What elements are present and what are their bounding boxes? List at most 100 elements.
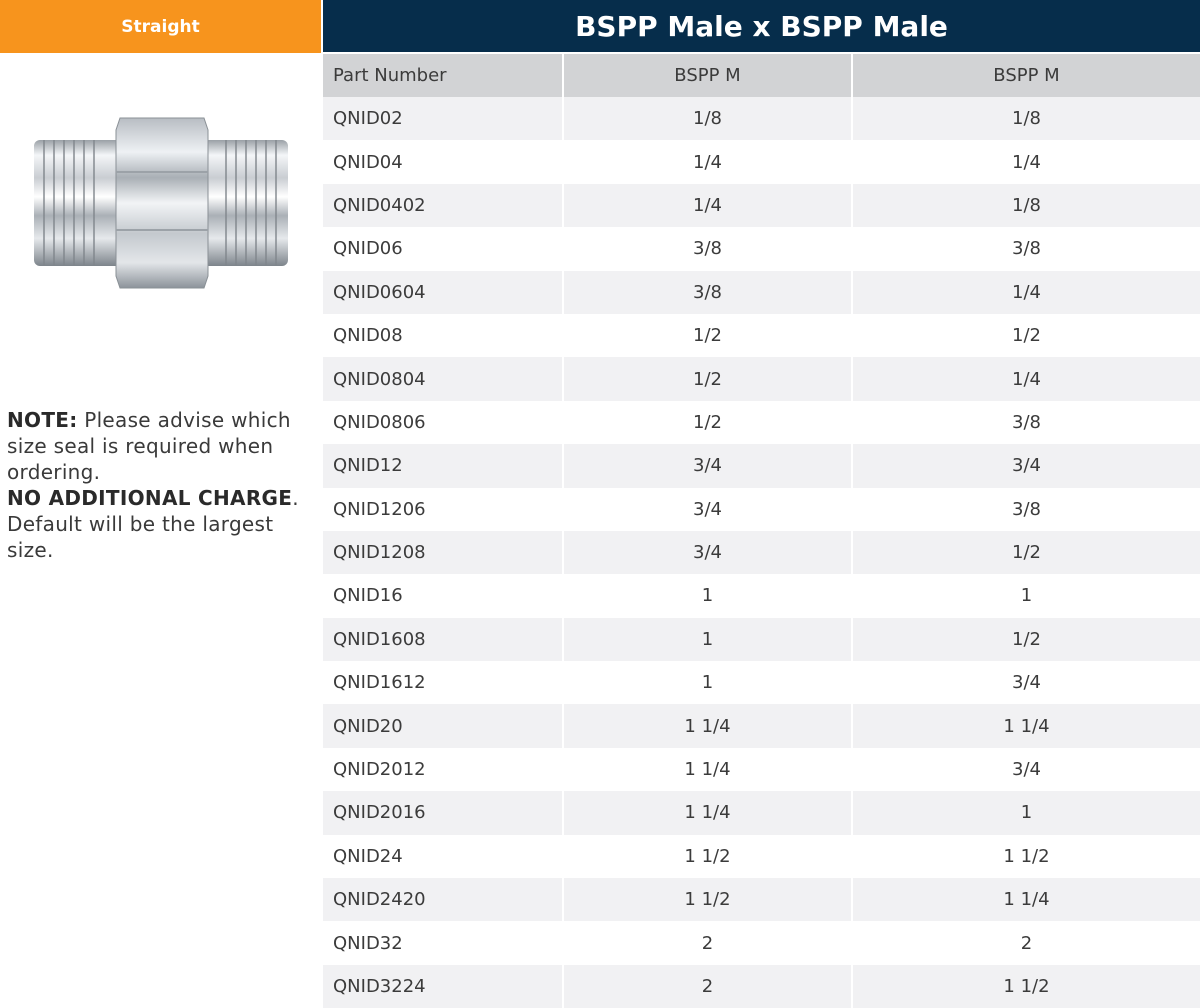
- part-number-cell: QNID2012: [323, 747, 563, 792]
- category-tag: Straight: [0, 0, 321, 53]
- bspp-m-size-cell: 1 1/4: [562, 747, 852, 792]
- header-part-number: Part Number: [323, 54, 563, 97]
- table-row: QNID06 3/8 3/8: [323, 227, 1200, 271]
- table-row: QNID32 2 2: [323, 921, 1200, 965]
- table-row: QNID0402 1/4 1/8: [323, 183, 1200, 228]
- bspp-m-size-cell: 1/2: [562, 400, 852, 445]
- default-text: Default will be the largest size.: [7, 512, 274, 562]
- table-title: BSPP Male x BSPP Male: [323, 0, 1200, 54]
- bspp-m-size-cell: 3/4: [562, 530, 852, 575]
- bspp-m-size-cell: 1 1/2: [562, 834, 852, 879]
- part-number-cell: QNID12: [323, 444, 563, 488]
- bspp-m-size-cell: 1: [562, 574, 852, 618]
- table-row: QNID08 1/2 1/2: [323, 313, 1200, 358]
- part-number-cell: QNID0604: [323, 270, 563, 314]
- bspp-m-size-cell: 3/8: [562, 227, 852, 271]
- part-number-cell: QNID1208: [323, 530, 563, 575]
- part-number-cell: QNID1206: [323, 487, 563, 531]
- bspp-m-size-cell: 1/8: [851, 97, 1200, 141]
- table-row: QNID1208 3/4 1/2: [323, 530, 1200, 575]
- part-number-cell: QNID16: [323, 574, 563, 618]
- charge-suffix: .: [292, 486, 299, 510]
- bspp-m-size-cell: 1/2: [851, 530, 1200, 575]
- table-row: QNID2012 1 1/4 3/4: [323, 747, 1200, 792]
- bspp-m-size-cell: 1: [851, 574, 1200, 618]
- bspp-m-size-cell: 3/4: [851, 444, 1200, 488]
- table-row: QNID2420 1 1/2 1 1/4: [323, 878, 1200, 922]
- bspp-m-size-cell: 1/4: [851, 357, 1200, 401]
- part-number-cell: QNID1612: [323, 661, 563, 705]
- bspp-m-size-cell: 2: [562, 964, 852, 1008]
- part-number-cell: QNID2016: [323, 791, 563, 835]
- bspp-m-size-cell: 3/4: [562, 487, 852, 531]
- header-bspp-m-1: BSPP M: [562, 54, 852, 97]
- table-header-row: Part Number BSPP M BSPP M: [323, 54, 1200, 97]
- part-number-cell: QNID08: [323, 313, 563, 358]
- table-row: QNID12 3/4 3/4: [323, 444, 1200, 488]
- bspp-m-size-cell: 3/8: [562, 270, 852, 314]
- bspp-m-size-cell: 1/2: [851, 313, 1200, 358]
- table-row: QNID1608 1 1/2: [323, 617, 1200, 662]
- part-number-cell: QNID0804: [323, 357, 563, 401]
- bspp-m-size-cell: 1/8: [851, 183, 1200, 228]
- bspp-m-size-cell: 3/8: [851, 400, 1200, 445]
- part-number-cell: QNID32: [323, 921, 563, 965]
- product-image: [34, 117, 288, 289]
- bspp-m-size-cell: 2: [851, 921, 1200, 965]
- sidebar: Straight: [0, 0, 321, 1004]
- table-row: QNID1612 1 3/4: [323, 661, 1200, 705]
- bspp-m-size-cell: 1 1/4: [562, 791, 852, 835]
- part-number-cell: QNID0806: [323, 400, 563, 445]
- table-row: QNID16 1 1: [323, 574, 1200, 618]
- bspp-m-size-cell: 1/8: [562, 97, 852, 141]
- table-row: QNID1206 3/4 3/8: [323, 487, 1200, 531]
- bspp-m-size-cell: 1 1/4: [562, 704, 852, 748]
- part-number-cell: QNID0402: [323, 183, 563, 228]
- bspp-m-size-cell: 3/8: [851, 487, 1200, 531]
- note-text: Please advise which size seal is require…: [7, 408, 291, 484]
- table-row: QNID0604 3/8 1/4: [323, 270, 1200, 314]
- note-label: NOTE:: [7, 408, 78, 432]
- header-bspp-m-2: BSPP M: [851, 54, 1200, 97]
- part-number-cell: QNID06: [323, 227, 563, 271]
- bspp-m-size-cell: 1/4: [562, 140, 852, 184]
- order-note: NOTE: Please advise which size seal is r…: [7, 407, 307, 563]
- bspp-m-size-cell: 1 1/4: [851, 878, 1200, 922]
- table-row: QNID2016 1 1/4 1: [323, 791, 1200, 835]
- spec-table: Part Number BSPP M BSPP M QNID02 1/8 1/8 QN…: [323, 54, 1200, 1008]
- part-number-cell: QNID3224: [323, 964, 563, 1008]
- bspp-m-size-cell: 3/4: [851, 747, 1200, 792]
- bspp-m-size-cell: 1/4: [851, 270, 1200, 314]
- part-number-cell: QNID2420: [323, 878, 563, 922]
- part-number-cell: QNID02: [323, 97, 563, 141]
- bspp-m-size-cell: 1/4: [562, 183, 852, 228]
- bspp-m-size-cell: 3/4: [851, 661, 1200, 705]
- bspp-m-size-cell: 1 1/2: [851, 834, 1200, 879]
- table-row: QNID02 1/8 1/8: [323, 97, 1200, 141]
- bspp-m-size-cell: 1 1/2: [562, 878, 852, 922]
- table-row: QNID24 1 1/2 1 1/2: [323, 834, 1200, 879]
- bspp-m-size-cell: 3/4: [562, 444, 852, 488]
- part-number-cell: QNID24: [323, 834, 563, 879]
- bspp-m-size-cell: 1: [562, 661, 852, 705]
- table-row: QNID20 1 1/4 1 1/4: [323, 704, 1200, 748]
- bspp-m-size-cell: 1/2: [851, 617, 1200, 662]
- table-row: QNID0806 1/2 3/8: [323, 400, 1200, 445]
- table-row: QNID04 1/4 1/4: [323, 140, 1200, 184]
- part-number-cell: QNID04: [323, 140, 563, 184]
- charge-label: NO ADDITIONAL CHARGE: [7, 486, 293, 510]
- bspp-m-size-cell: 3/8: [851, 227, 1200, 271]
- table-row: QNID3224 2 1 1/2: [323, 964, 1200, 1008]
- part-number-cell: QNID1608: [323, 617, 563, 662]
- bspp-m-size-cell: 1/2: [562, 313, 852, 358]
- bspp-m-size-cell: 1/2: [562, 357, 852, 401]
- bspp-m-size-cell: 1: [562, 617, 852, 662]
- part-number-cell: QNID20: [323, 704, 563, 748]
- bspp-m-size-cell: 2: [562, 921, 852, 965]
- bspp-m-size-cell: 1 1/4: [851, 704, 1200, 748]
- table-row: QNID0804 1/2 1/4: [323, 357, 1200, 401]
- bspp-m-size-cell: 1 1/2: [851, 964, 1200, 1008]
- spec-table-panel: BSPP Male x BSPP Male Part Number BSPP M…: [323, 0, 1200, 1008]
- bspp-m-size-cell: 1/4: [851, 140, 1200, 184]
- bspp-m-size-cell: 1: [851, 791, 1200, 835]
